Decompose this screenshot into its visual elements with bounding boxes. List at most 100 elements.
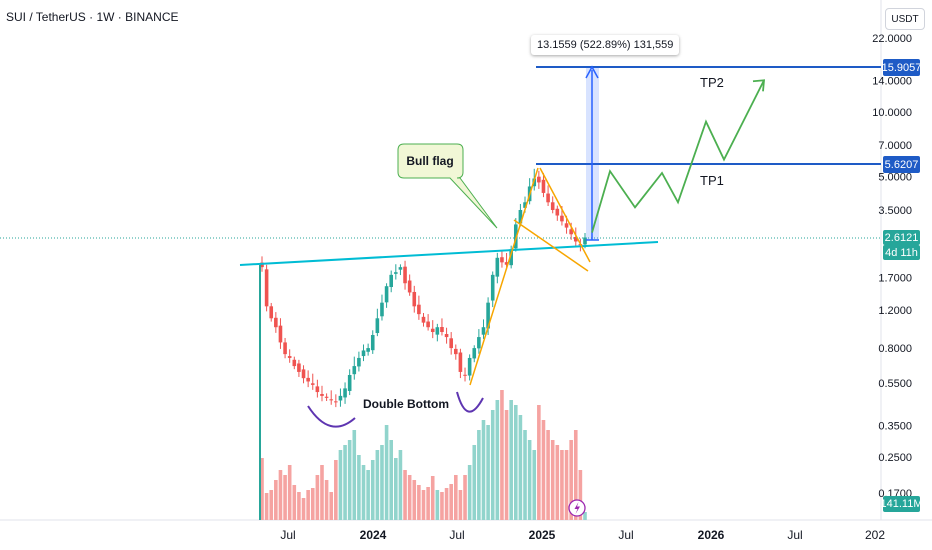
candle	[417, 304, 421, 315]
price-tick-label: 0.8000	[878, 343, 912, 355]
chart-title: SUI / TetherUS · 1W · BINANCE	[6, 10, 179, 24]
double-bottom-arc-right[interactable]	[456, 391, 484, 413]
candle	[537, 176, 541, 183]
candle	[458, 352, 463, 372]
volume-bar	[370, 460, 375, 520]
currency-unit-selector[interactable]: USDT	[885, 8, 925, 30]
flag-lower-line[interactable]	[513, 219, 589, 272]
candle	[509, 249, 513, 266]
volume-bar	[569, 440, 573, 520]
volume-bar	[555, 445, 560, 520]
volume-bar	[380, 445, 384, 520]
volume-bar	[292, 485, 297, 520]
candle	[278, 325, 283, 343]
tp1-price-tag: 5.6207	[883, 156, 920, 173]
candle	[269, 306, 274, 319]
flag-upper-line[interactable]	[539, 167, 591, 263]
price-tick-label: 10.0000	[872, 107, 912, 119]
candle	[454, 348, 458, 355]
volume-bars	[260, 390, 587, 520]
volume-bar	[297, 492, 301, 520]
candle	[370, 335, 375, 351]
volume-bar	[472, 445, 477, 520]
candle	[500, 257, 504, 263]
volume-bar	[490, 410, 495, 520]
volume-bar	[278, 470, 283, 520]
breakout-trendline[interactable]	[239, 241, 659, 266]
candlesticks	[260, 168, 587, 408]
projection-path[interactable]	[591, 79, 765, 233]
volume-bar	[454, 475, 458, 520]
candle	[407, 280, 412, 293]
volume-bar	[421, 490, 426, 520]
volume-bar	[578, 470, 583, 520]
volume-bar	[509, 400, 513, 520]
candle	[394, 272, 398, 274]
candle	[357, 357, 361, 367]
volume-bar	[334, 460, 338, 520]
measure-tooltip: 13.1559 (522.89%) 131,559	[531, 35, 680, 55]
candle	[315, 386, 320, 393]
volume-bar	[449, 484, 453, 520]
flagpole-line[interactable]	[469, 167, 539, 386]
candle	[260, 262, 264, 268]
price-tick-label: 0.2500	[878, 452, 912, 464]
volume-bar	[444, 488, 449, 520]
double-bottom-arc-left[interactable]	[307, 405, 356, 428]
measure-arrow-head	[585, 65, 599, 79]
candle	[384, 286, 389, 303]
volume-bar	[324, 480, 329, 520]
candle	[435, 327, 440, 335]
candle	[274, 317, 278, 328]
price-axis[interactable]: 22.0000 14.0000 10.0000 7.0000 5.0000 3.5000 1…	[872, 33, 912, 500]
volume-bar	[403, 470, 407, 520]
volume-bar	[477, 430, 481, 520]
volume-bar	[435, 490, 440, 520]
candle	[403, 266, 407, 284]
time-tick-label: Jul	[280, 528, 295, 542]
price-tick-label: 1.2000	[878, 305, 912, 317]
volume-bar	[546, 430, 550, 520]
volume-bar	[527, 440, 532, 520]
candle	[504, 262, 509, 265]
volume-bar	[343, 445, 347, 520]
time-tick-label: 2026	[698, 528, 725, 542]
price-tick-label: 0.3500	[878, 420, 912, 432]
candle	[495, 257, 500, 277]
volume-bar	[315, 475, 320, 520]
volume-bar	[440, 492, 444, 520]
candle	[297, 363, 301, 372]
volume-bar	[347, 440, 352, 520]
volume-bar	[564, 450, 569, 520]
candle	[430, 328, 435, 333]
volume-bar	[504, 410, 509, 520]
candle	[320, 394, 324, 396]
volume-bar	[375, 450, 380, 520]
candle	[550, 202, 555, 210]
candle	[426, 321, 430, 328]
candle	[564, 223, 569, 228]
volume-bar	[306, 490, 310, 520]
candle	[329, 399, 334, 401]
bull-flag-callout[interactable]	[397, 143, 498, 229]
volume-bar	[398, 450, 403, 520]
volume-bar	[357, 455, 361, 520]
candle	[375, 318, 380, 334]
volume-bar	[329, 492, 334, 520]
volume-bar	[269, 490, 274, 520]
lightning-icon[interactable]	[568, 499, 586, 517]
volume-bar	[301, 498, 306, 520]
candle	[347, 375, 352, 391]
bull-flag-label: Bull flag	[406, 154, 453, 168]
volume-bar	[523, 430, 527, 520]
double-bottom-label: Double Bottom	[363, 397, 449, 411]
volume-bar	[583, 512, 587, 520]
candle	[523, 202, 527, 208]
volume-bar	[537, 405, 541, 520]
candle	[569, 229, 573, 235]
candle	[380, 302, 384, 317]
time-axis[interactable]: Jul 2024 Jul 2025 Jul 2026 Jul 202	[280, 528, 885, 542]
volume-bar	[310, 488, 315, 520]
candle	[361, 350, 366, 357]
